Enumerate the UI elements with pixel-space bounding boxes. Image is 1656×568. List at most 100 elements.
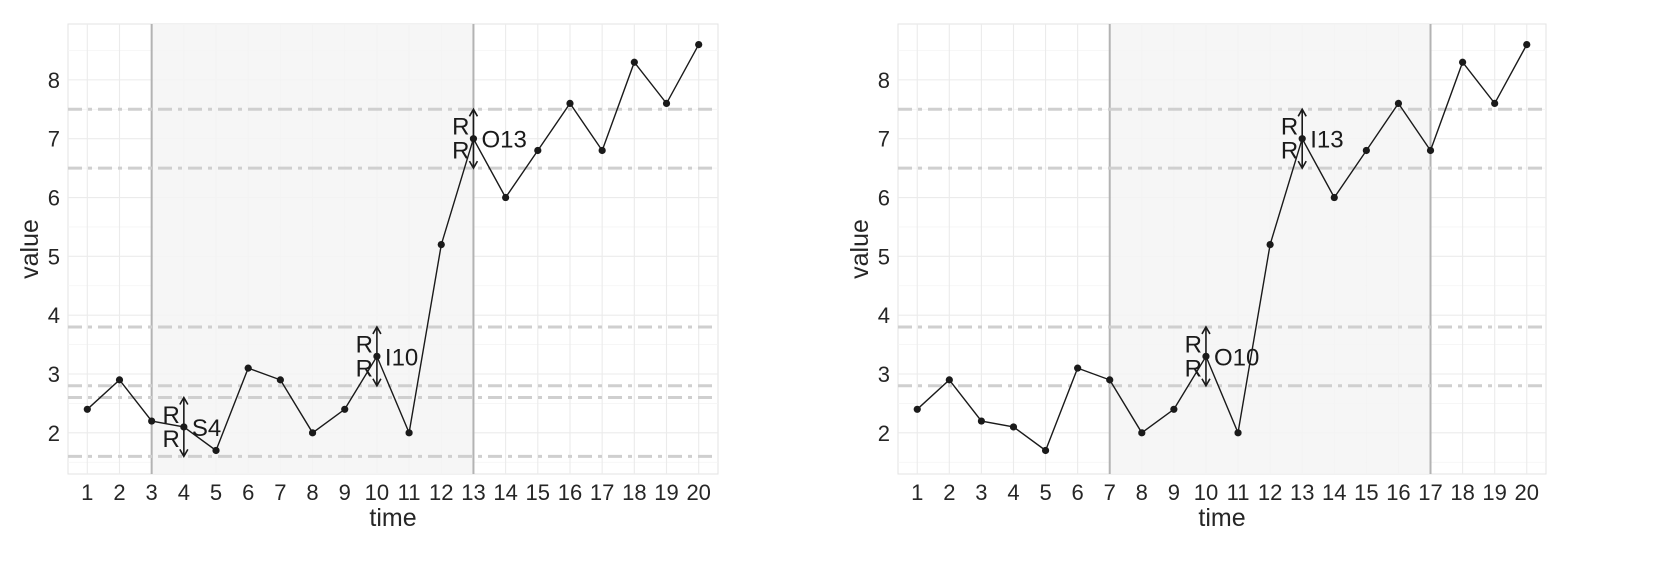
x-tick-label: 14 <box>1322 480 1346 505</box>
data-point <box>630 58 638 66</box>
y-tick-label: 7 <box>878 127 890 152</box>
range-arrow-head-down <box>468 160 479 170</box>
annotation-r-lower: R <box>452 138 469 165</box>
x-tick-label: 15 <box>1354 480 1378 505</box>
range-arrow-head-down <box>179 448 189 458</box>
range-arrow-head-up <box>372 325 382 335</box>
data-point <box>1041 446 1050 455</box>
data-point <box>1266 240 1274 249</box>
data-point <box>1426 146 1435 155</box>
y-tick-label: 5 <box>48 244 60 269</box>
data-point <box>945 376 953 384</box>
x-axis-title: time <box>369 504 416 532</box>
x-tick-label: 7 <box>274 480 286 505</box>
data-point <box>913 405 921 413</box>
data-point <box>405 429 413 437</box>
annotation-r-upper: R <box>356 331 373 358</box>
x-tick-label: 17 <box>1418 480 1442 505</box>
data-point <box>276 376 284 384</box>
annotation-r-lower: R <box>356 355 373 382</box>
x-tick-label: 20 <box>1515 480 1539 505</box>
x-tick-label: 1 <box>81 480 93 505</box>
annotation-label: O13 <box>481 127 526 154</box>
y-tick-label: 8 <box>878 68 890 93</box>
data-point <box>437 240 445 249</box>
x-tick-label: 13 <box>1290 480 1314 505</box>
data-point <box>1523 40 1531 49</box>
data-point <box>1074 364 1082 372</box>
data-point <box>1170 405 1178 413</box>
x-tick-label: 16 <box>1386 480 1410 505</box>
data-point <box>341 405 349 413</box>
range-arrow-head-down <box>1297 160 1307 170</box>
annotation-r-upper: R <box>162 402 179 429</box>
y-tick-label: 3 <box>878 362 890 387</box>
x-tick-label: 5 <box>1039 480 1051 505</box>
annotation-r-lower: R <box>1185 355 1202 382</box>
x-tick-label: 1 <box>911 480 923 505</box>
data-point <box>1234 429 1242 437</box>
data-point <box>1491 99 1499 108</box>
range-arrow-head-up <box>1201 325 1211 335</box>
data-point <box>534 146 542 155</box>
y-tick-label: 4 <box>48 303 60 328</box>
data-point <box>83 405 91 413</box>
series-line <box>916 44 1528 452</box>
data-point <box>1138 429 1146 437</box>
x-tick-label: 10 <box>1194 480 1218 505</box>
x-tick-label: 4 <box>1007 480 1019 505</box>
x-tick-label: 13 <box>461 480 485 505</box>
data-point <box>1330 193 1338 202</box>
y-tick-label: 5 <box>878 244 890 269</box>
annotation-r-upper: R <box>452 114 469 141</box>
x-tick-label: 8 <box>306 480 318 505</box>
annotation-label: I10 <box>385 344 418 371</box>
y-axis-title: value <box>846 219 874 279</box>
x-tick-label: 6 <box>242 480 254 505</box>
series-line <box>86 44 700 452</box>
data-point <box>1009 423 1018 431</box>
y-tick-label: 7 <box>48 127 60 152</box>
data-point <box>1394 99 1403 108</box>
data-point <box>662 99 671 108</box>
x-tick-label: 3 <box>975 480 987 505</box>
y-axis-title: value <box>16 219 44 279</box>
data-point <box>695 40 703 49</box>
x-tick-label: 11 <box>398 480 421 505</box>
range-arrow-head-up <box>179 395 189 405</box>
x-tick-label: 2 <box>113 480 125 505</box>
x-tick-label: 18 <box>1450 480 1474 505</box>
range-arrow-head-up <box>468 107 479 117</box>
annotation-r-lower: R <box>162 426 179 453</box>
annotation-r-upper: R <box>1185 331 1202 358</box>
x-tick-label: 15 <box>526 480 550 505</box>
x-tick-label: 6 <box>1072 480 1084 505</box>
range-arrow-head-down <box>1201 378 1211 388</box>
x-tick-label: 12 <box>1258 480 1282 505</box>
x-tick-label: 4 <box>178 480 190 505</box>
data-point <box>308 429 317 437</box>
y-tick-label: 2 <box>878 421 890 446</box>
y-tick-label: 3 <box>48 362 60 387</box>
x-tick-label: 9 <box>1168 480 1180 505</box>
data-point <box>566 99 574 108</box>
x-tick-label: 19 <box>1482 480 1506 505</box>
annotation-label: O10 <box>1214 344 1259 371</box>
data-point <box>1458 58 1467 66</box>
annotation-label: I13 <box>1310 127 1343 154</box>
range-arrow-head-down <box>372 378 382 388</box>
data-point <box>1106 376 1114 384</box>
data-point <box>977 417 986 425</box>
y-tick-label: 2 <box>48 421 60 446</box>
x-tick-label: 19 <box>654 480 678 505</box>
data-point <box>502 193 510 202</box>
y-tick-label: 6 <box>48 186 60 211</box>
x-tick-label: 10 <box>365 480 389 505</box>
x-tick-label: 20 <box>686 480 710 505</box>
x-tick-label: 12 <box>429 480 453 505</box>
x-tick-label: 9 <box>339 480 351 505</box>
x-tick-label: 11 <box>1227 480 1250 505</box>
data-point <box>212 446 220 455</box>
